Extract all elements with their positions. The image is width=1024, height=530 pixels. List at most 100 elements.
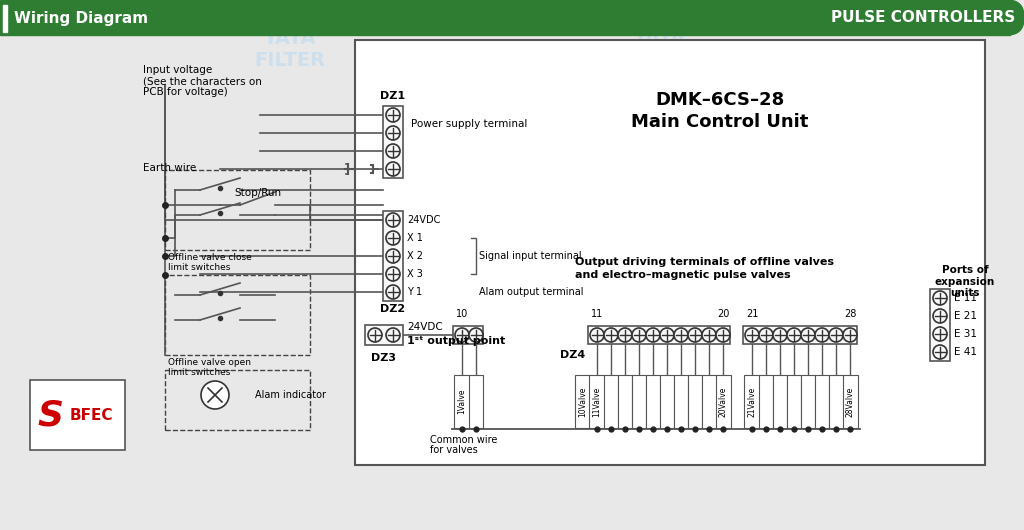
Text: Alam indicator: Alam indicator: [255, 390, 326, 400]
Circle shape: [801, 328, 815, 342]
Bar: [688, 375, 702, 428]
Text: 21Valve: 21Valve: [748, 386, 757, 417]
Text: Offline valve open: Offline valve open: [168, 358, 251, 367]
Circle shape: [386, 231, 400, 245]
Text: DZ3: DZ3: [372, 353, 396, 363]
Text: 24VDC: 24VDC: [407, 322, 442, 332]
Text: Signal input terminal: Signal input terminal: [479, 251, 582, 261]
Circle shape: [815, 328, 829, 342]
Text: 20: 20: [717, 309, 729, 319]
Bar: [829, 375, 843, 428]
Text: 20Valve: 20Valve: [719, 386, 727, 417]
Text: Output driving terminals of offline valves: Output driving terminals of offline valv…: [575, 257, 834, 267]
Bar: [575, 375, 591, 428]
Circle shape: [201, 381, 229, 409]
Text: 24VDC: 24VDC: [407, 215, 440, 225]
Text: E 11: E 11: [954, 293, 977, 303]
Bar: [355, 40, 985, 465]
Circle shape: [646, 328, 660, 342]
Text: 21: 21: [745, 309, 758, 319]
Circle shape: [386, 126, 400, 140]
Bar: [930, 289, 950, 361]
Text: 11Valve: 11Valve: [593, 386, 601, 417]
Text: DZ2: DZ2: [381, 304, 406, 314]
Circle shape: [933, 309, 947, 323]
Text: (See the characters on: (See the characters on: [143, 76, 262, 86]
Bar: [589, 375, 605, 428]
Circle shape: [660, 328, 674, 342]
Bar: [815, 375, 829, 428]
Bar: [715, 375, 731, 428]
Bar: [759, 375, 773, 428]
Text: PULSE CONTROLLERS: PULSE CONTROLLERS: [830, 11, 1015, 25]
Circle shape: [787, 328, 801, 342]
Text: X 3: X 3: [407, 269, 423, 279]
Text: TATA
FILTER: TATA FILTER: [614, 414, 706, 466]
Text: Power supply terminal: Power supply terminal: [411, 119, 527, 129]
Bar: [0, 0, 1010, 35]
Circle shape: [386, 285, 400, 299]
Bar: [165, 170, 310, 250]
Text: 1ˢᵗ output point: 1ˢᵗ output point: [407, 336, 505, 346]
Text: Common wire: Common wire: [430, 435, 498, 445]
Bar: [646, 375, 660, 428]
Circle shape: [386, 249, 400, 263]
Text: E 41: E 41: [954, 347, 977, 357]
Circle shape: [702, 328, 716, 342]
Text: and electro–magnetic pulse valves: and electro–magnetic pulse valves: [575, 270, 791, 280]
Bar: [588, 326, 730, 344]
Text: E 21: E 21: [954, 311, 977, 321]
Text: Offline valve close: Offline valve close: [168, 253, 252, 262]
Circle shape: [759, 328, 773, 342]
Text: 10Valve: 10Valve: [579, 386, 588, 417]
Bar: [842, 375, 858, 428]
Bar: [604, 375, 618, 428]
Bar: [30, 380, 125, 450]
Circle shape: [674, 328, 688, 342]
Text: for valves: for valves: [430, 445, 478, 455]
Bar: [453, 326, 483, 344]
Text: BFEC: BFEC: [70, 408, 114, 422]
Circle shape: [386, 108, 400, 122]
Text: TATA
FILTER: TATA FILTER: [254, 30, 326, 70]
Circle shape: [829, 328, 843, 342]
Circle shape: [590, 328, 604, 342]
Circle shape: [386, 144, 400, 158]
Circle shape: [933, 327, 947, 341]
Circle shape: [843, 328, 857, 342]
Circle shape: [632, 328, 646, 342]
Bar: [801, 375, 815, 428]
Bar: [632, 375, 646, 428]
Bar: [674, 375, 688, 428]
Bar: [744, 375, 760, 428]
Text: 28Valve: 28Valve: [846, 386, 854, 417]
Text: X 2: X 2: [407, 251, 423, 261]
Bar: [165, 370, 310, 430]
Text: 1Valve: 1Valve: [458, 388, 467, 414]
Circle shape: [386, 267, 400, 281]
Text: 11: 11: [591, 309, 603, 319]
Text: limit switches: limit switches: [168, 368, 230, 377]
Circle shape: [773, 328, 787, 342]
Circle shape: [688, 328, 702, 342]
FancyBboxPatch shape: [990, 0, 1024, 35]
Text: Wiring Diagram: Wiring Diagram: [14, 11, 148, 25]
Text: PCB for voltage): PCB for voltage): [143, 87, 227, 97]
Text: 10: 10: [456, 309, 468, 319]
Bar: [773, 375, 787, 428]
Bar: [454, 375, 470, 428]
Circle shape: [368, 328, 382, 342]
Text: DMK–6CS–28: DMK–6CS–28: [655, 91, 784, 109]
Circle shape: [933, 291, 947, 305]
Circle shape: [933, 345, 947, 359]
Bar: [787, 375, 801, 428]
Text: E 31: E 31: [954, 329, 977, 339]
Text: Ports of
expansion
units: Ports of expansion units: [935, 265, 995, 298]
Circle shape: [386, 162, 400, 176]
Circle shape: [386, 213, 400, 227]
Text: Earth wire: Earth wire: [143, 163, 197, 173]
Text: Stop/Run: Stop/Run: [234, 188, 282, 198]
Text: Alam output terminal: Alam output terminal: [479, 287, 584, 297]
Text: Input voltage: Input voltage: [143, 65, 212, 75]
Bar: [618, 375, 632, 428]
